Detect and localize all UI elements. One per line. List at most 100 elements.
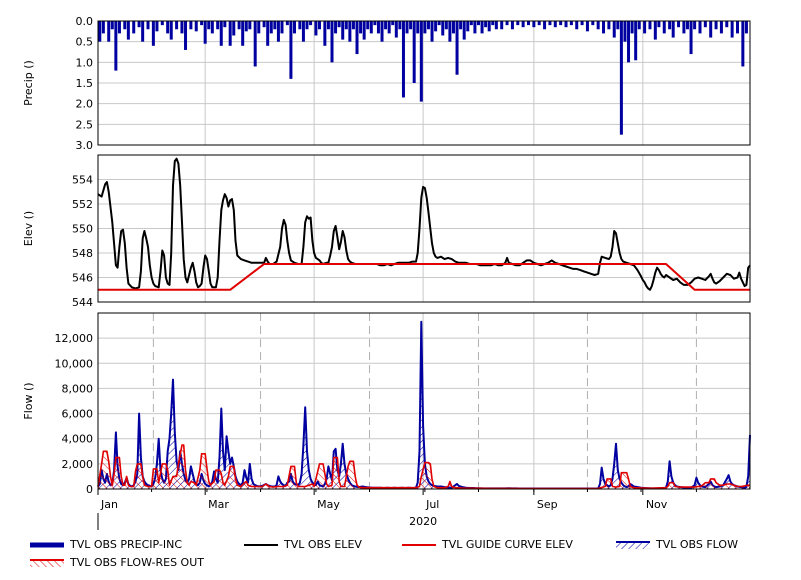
legend-label-elev: TVL OBS ELEV	[284, 538, 362, 551]
precip-bar	[703, 21, 707, 28]
precip-bar	[596, 21, 600, 30]
legend-label-guide-curve: TVL GUIDE CURVE ELEV	[442, 538, 573, 551]
precip-bar	[607, 21, 611, 30]
legend-item-guide-curve: TVL GUIDE CURVE ELEV	[402, 538, 573, 551]
elev-series-line	[97, 157, 751, 291]
precip-bar	[671, 21, 675, 38]
flow-y-tick-label: 8,000	[62, 382, 94, 395]
precip-bar	[602, 21, 606, 34]
precip-bar	[623, 21, 627, 42]
precip-bar	[526, 21, 530, 26]
precip-bar	[484, 21, 488, 28]
precip-bar	[634, 21, 638, 61]
legend-swatch-precip	[30, 542, 64, 547]
precip-bar	[309, 21, 313, 26]
precip-bar	[437, 21, 441, 26]
precip-bar	[480, 21, 484, 34]
elev-plot-frame	[97, 154, 751, 303]
precip-bar	[369, 21, 373, 34]
precip-bar	[160, 21, 164, 26]
precip-bar	[426, 21, 430, 30]
elev-y-tick-label: 546	[72, 272, 93, 285]
precip-bar	[693, 21, 697, 30]
precip-bar	[612, 21, 616, 38]
year-label: 2020	[409, 515, 437, 528]
precip-bar	[398, 21, 402, 30]
precip-bar	[137, 21, 141, 28]
guide-curve-series-line	[98, 263, 750, 291]
elev-y-tick-label: 544	[72, 296, 93, 309]
precip-bar	[180, 21, 184, 34]
precip-bar	[709, 21, 713, 38]
precip-bar	[575, 21, 579, 30]
precip-bar	[744, 21, 748, 34]
flow-y-tick-label: 6,000	[62, 408, 94, 421]
precip-bar	[207, 21, 211, 30]
precip-bar	[210, 21, 214, 34]
precip-bar	[330, 21, 334, 63]
precip-bar	[591, 21, 595, 26]
precip-bar	[714, 21, 718, 30]
flow-y-tick-label: 2,000	[62, 458, 94, 471]
precip-bar	[285, 21, 289, 26]
precip-bar	[373, 21, 377, 26]
precip-bar	[107, 21, 111, 42]
elev-y-axis-label: Elev ()	[22, 211, 35, 246]
precip-bar	[305, 21, 309, 30]
precip-plot-frame	[97, 20, 751, 146]
precip-y-tick-label: 1.5	[76, 77, 94, 90]
precip-bar	[232, 21, 236, 36]
precip-bar	[698, 21, 702, 34]
precip-bar	[101, 21, 105, 34]
precip-y-tick-label: 0.0	[76, 15, 94, 28]
precip-bar	[110, 21, 114, 30]
precip-bar	[273, 21, 277, 30]
precip-y-axis-label: Precip ()	[22, 60, 35, 106]
precip-bar	[318, 21, 322, 30]
precip-bar	[126, 21, 130, 40]
precip-bar	[462, 21, 466, 40]
precip-bar	[416, 21, 420, 34]
precip-bar	[200, 21, 204, 26]
precip-bar	[216, 21, 220, 30]
legend-item-flow-res-out: TVL OBS FLOW-RES OUT	[30, 556, 204, 569]
precip-bar	[543, 21, 547, 30]
precip-bar	[559, 21, 563, 26]
precip-bar	[569, 21, 573, 26]
precip-bar	[362, 21, 366, 40]
precip-bar	[228, 21, 232, 46]
precip-bar	[730, 21, 734, 38]
precip-bar	[155, 21, 159, 32]
precip-bar	[409, 21, 413, 30]
precip-y-tick-label: 1.0	[76, 56, 94, 69]
precip-bar	[510, 21, 514, 30]
precip-bar	[194, 21, 198, 32]
precip-bar	[735, 21, 739, 34]
precip-bar	[564, 21, 568, 28]
elev-y-tick-label: 554	[72, 174, 93, 187]
precip-bar	[262, 21, 266, 28]
x-tick-label: Mar	[208, 498, 229, 511]
panel-flow: 0 2,000 4,000 6,000 8,000 10,000 12,000 Flow ()	[22, 312, 751, 496]
precip-bar	[423, 21, 427, 34]
precip-bar	[500, 21, 504, 30]
precip-bar	[668, 21, 672, 30]
precip-bar	[244, 21, 248, 32]
precip-bar	[323, 21, 327, 46]
precip-bar	[298, 21, 302, 30]
precip-bar	[689, 21, 693, 55]
precip-y-tick-label: 2.0	[76, 98, 94, 111]
precip-bar	[203, 21, 207, 44]
precip-bar	[301, 21, 305, 42]
precip-bar	[334, 21, 338, 34]
flow-y-axis-label: Flow ()	[22, 382, 35, 419]
precip-bar	[719, 21, 723, 34]
legend-item-flow: TVL OBS FLOW	[616, 538, 738, 551]
precip-bar	[469, 21, 473, 26]
precip-bar	[637, 21, 641, 30]
precip-bar	[380, 21, 384, 42]
flow-y-tick-label: 10,000	[55, 357, 94, 370]
precip-bar	[189, 21, 193, 30]
precip-bar	[337, 21, 341, 28]
